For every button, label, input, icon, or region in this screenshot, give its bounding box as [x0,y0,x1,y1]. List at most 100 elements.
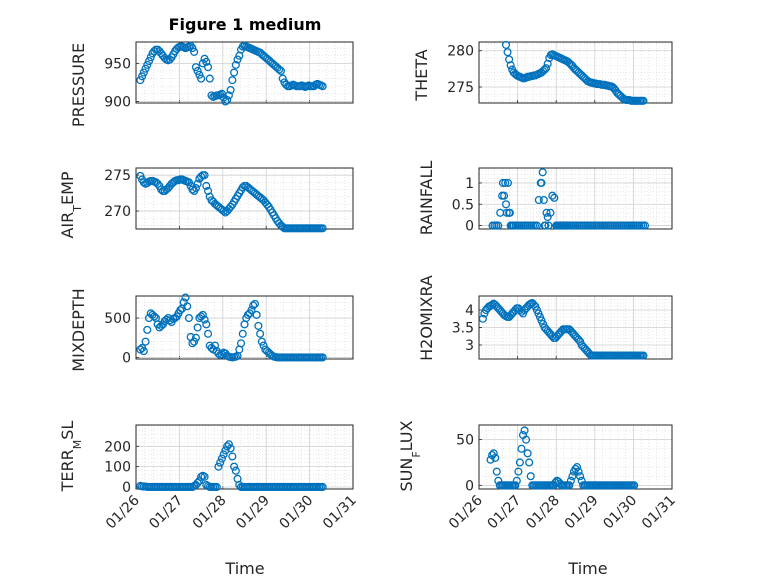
data-point [231,60,240,69]
data-point [257,337,266,346]
data-point [190,47,199,56]
y-tick-label: 900 [104,94,131,110]
data-point [236,339,246,348]
xlabel-time-right: Time [567,559,607,578]
data-point [193,179,202,188]
data-point [247,306,256,315]
data-point [640,221,650,230]
y-tick-label: 0 [122,350,131,366]
data-point [548,191,557,200]
data-point [278,74,287,83]
y-tick-label: 4 [465,303,474,319]
data-point [200,171,209,180]
data-point [318,353,327,362]
ylabel-sun-flux: SUNFLUX [397,420,423,491]
data-point [202,57,211,66]
data-point [505,208,514,217]
data-point [146,53,155,62]
data-point [191,333,200,342]
ylabel-air-temp: AIRTEMP [58,171,84,238]
data-point [256,329,265,338]
y-tick-label: 200 [104,439,131,455]
plot-area [135,424,354,490]
data-point [505,55,514,64]
data-point [176,306,185,315]
xlabel-time-left: Time [224,559,264,578]
data-point [639,351,648,360]
data-point [503,178,513,187]
data-point [276,66,286,76]
data-point [143,325,152,334]
data-point [541,221,550,230]
data-point [184,313,193,323]
data-point [219,207,228,216]
ylabel-theta: THETA [412,49,431,101]
data-point [318,482,327,492]
data-point [501,200,511,209]
data-point [144,57,154,66]
y-tick-label: 270 [104,204,131,220]
data-point [542,208,551,217]
data-point [221,446,230,455]
x-tick-label: 01/29 [562,493,602,533]
data-point [195,70,204,79]
data-point [233,55,242,64]
data-point [191,63,200,72]
data-point [203,63,213,72]
data-point [501,40,511,49]
data-point [219,450,228,459]
data-point [574,467,583,476]
data-point [224,440,233,449]
data-point [217,454,226,463]
x-tick-label: 01/30 [277,493,317,533]
y-tick-label: 275 [104,168,131,184]
data-point [150,312,159,321]
data-point [226,444,235,453]
ylabel-terr-msl: TERRMSL [58,421,84,493]
data-point [138,72,147,81]
x-tick-label: 01/27 [485,493,525,533]
data-point [202,320,211,329]
plot-border [135,295,354,360]
y-tick-label: 275 [447,80,474,96]
data-point [136,76,145,85]
y-tick-label: 500 [104,311,131,327]
data-point [183,302,192,311]
subplot-air-temp: 270 275 [104,167,354,233]
data-point [522,435,531,444]
data-point [191,184,200,193]
data-point [153,179,162,188]
data-point [511,481,520,490]
data-point [546,208,555,217]
data-point [478,314,487,323]
data-point [249,301,258,310]
x-tick-label: 01/30 [600,493,640,533]
plot-border [478,295,673,360]
data-point [576,472,585,481]
data-point [228,452,237,461]
data-point [188,339,197,348]
x-tick-label: 01/26 [103,492,143,532]
data-point [538,168,547,177]
subplot-h2omixra: 33.54 [452,295,673,360]
data-point [141,337,150,346]
subplot-mixdepth: 0 500 [104,293,354,366]
data-point [498,178,507,187]
x-tick-label: 01/27 [146,493,186,533]
data-point [230,68,239,77]
data-point [197,74,206,83]
plot-area [135,167,354,230]
data-point [231,466,240,475]
y-tick-label: 3 [465,338,474,354]
data-point [202,181,211,190]
data-point [228,76,237,85]
plot-area [478,424,673,490]
subplot-terr-msl: 01/26 01/27 01/28 01/29 01/30 01/31 0 100 200 [103,424,360,533]
plot-border [135,167,354,230]
data-point [200,315,209,324]
data-point [630,481,639,490]
data-point [568,472,577,481]
ylabel-h2omixra: H2OMIXRA [417,275,436,361]
data-point [226,85,235,95]
